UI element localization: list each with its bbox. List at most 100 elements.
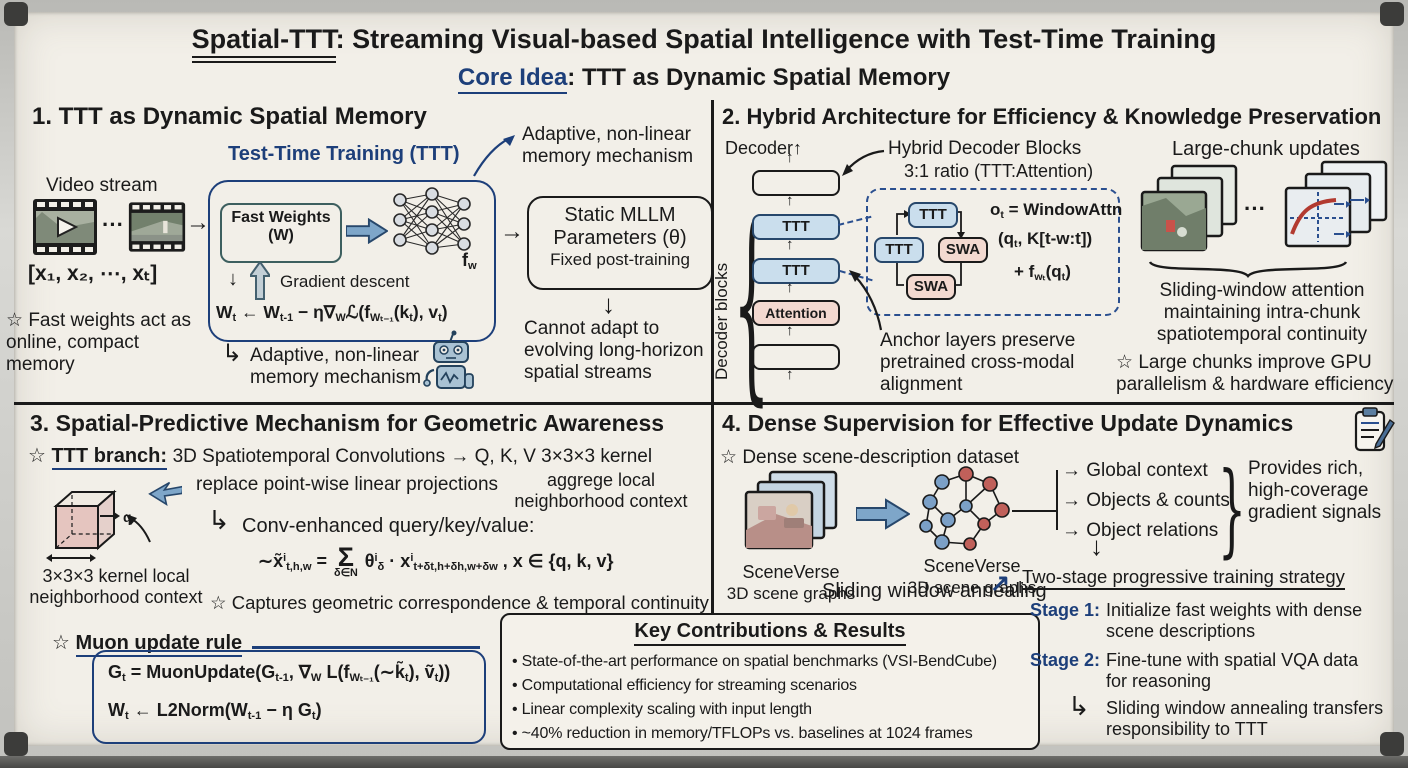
arrow-up-icon: ↑ [786, 279, 794, 296]
arrow-right-icon: → [186, 209, 210, 236]
frame-corner [4, 2, 28, 26]
block-arrow-right-icon [856, 498, 910, 530]
svg-text:q: q [123, 509, 132, 525]
gpu-note: ☆ Large chunks improve GPU parallelism &… [1116, 352, 1394, 395]
fw-label: fw [462, 250, 477, 273]
hook-arrow-icon: ↳ [208, 505, 230, 535]
fast-weights-note: ☆ Fast weights act as online, compact me… [6, 310, 191, 375]
decoder-block-plain [752, 170, 840, 196]
photo-stack-icon [1140, 164, 1238, 252]
muon-formula-1: Gt = MuonUpdate(Gt-1, ∇W L(fWₜ₋₁(∼k̃t), … [108, 662, 451, 685]
film-frame-icon [33, 199, 97, 255]
stage2-text: Fine-tune with spatial VQA data for reas… [1106, 650, 1359, 691]
mini-ttt-box: TTT [874, 237, 924, 263]
muon-box [92, 650, 486, 744]
page-subtitle: Core Idea: TTT as Dynamic Spatial Memory [0, 64, 1408, 94]
window-attn-formula-1: ot = WindowAttn [990, 200, 1123, 221]
film-frame-icon [128, 202, 186, 252]
muon-formula-2: Wt ← L2Norm(Wt-1 − η Gt) [108, 700, 322, 723]
muon-connector-line [252, 646, 480, 649]
arrow-right-icon: → [1062, 520, 1081, 541]
muon-title: ☆ Muon update rule [52, 632, 243, 657]
connector-line [1056, 470, 1058, 530]
fast-weights-box: Fast Weights (W) [220, 203, 342, 263]
horizontal-divider [14, 402, 1394, 405]
contribution-item: • ~40% reduction in memory/TFLOPs vs. ba… [512, 725, 973, 742]
arrow-up-icon: ↑ [786, 149, 794, 166]
arrow-up-icon: ↑ [786, 192, 794, 209]
window-attn-formula-2: (qt, K[t-w:t]) [998, 229, 1093, 250]
ellipsis-icon: ··· [102, 212, 124, 237]
curve-arrow-icon [473, 135, 515, 177]
adaptive-note-bottom: Adaptive, non-linear memory mechanism [250, 345, 422, 388]
output-item: → Global context [1062, 460, 1208, 481]
contribution-item: • Linear complexity scaling with input l… [512, 701, 812, 718]
contributions-title: Key Contributions & Results [634, 620, 906, 646]
hybrid-label-1: Hybrid Decoder Blocks [888, 138, 1082, 159]
sceneverse-label-2: SceneVerse 3D scene graphs [907, 556, 1037, 597]
star-icon: ☆ [720, 447, 738, 468]
chart-stack-icon [1284, 160, 1388, 248]
connector-line [1012, 510, 1058, 512]
ttt-branch-line: ☆ TTT branch: 3D Spatiotemporal Convolut… [28, 445, 652, 470]
frame-corner [1380, 732, 1404, 756]
sceneverse-photos-icon [744, 470, 838, 550]
frame-corner [1380, 2, 1404, 26]
branch-sub2: aggrege local neighborhood context [514, 470, 688, 511]
arrow-up-icon: ↑ [793, 138, 803, 158]
provides-brace: } [1218, 452, 1246, 570]
ttt-label: Test-Time Training (TTT) [228, 143, 460, 165]
core-idea-text: : TTT as Dynamic Spatial Memory [567, 64, 951, 91]
decoder-block-ttt: TTT [752, 214, 840, 240]
underbrace-icon [1148, 261, 1348, 278]
bullet-icon: • [512, 725, 518, 742]
hybrid-label-2: 3:1 ratio (TTT:Attention) [904, 161, 1094, 181]
decoder-block-ttt: TTT [752, 258, 840, 284]
arrow-up-icon: ↑ [786, 236, 794, 253]
ttt-branch-label: TTT branch: [51, 445, 168, 470]
hook-arrow-icon: ↳ [1068, 691, 1090, 721]
arrow-right-icon: → [1062, 490, 1081, 511]
ellipsis-icon: ··· [1244, 196, 1266, 221]
core-idea-label: Core Idea [457, 64, 568, 94]
curve-arrow-icon [849, 270, 883, 331]
sliding-window-note: Sliding-window attention maintaining int… [1156, 280, 1368, 345]
branch-sub1: replace point-wise linear projections [196, 474, 499, 495]
block-arrow-icon [148, 481, 182, 506]
ne-arrow-icon: ↗ [990, 570, 1011, 597]
bullet-icon: • [512, 701, 518, 718]
decoder-blocks-label: Decoder blocks [712, 262, 731, 380]
window-attn-formula-3: + fwₜ(qt) [1014, 262, 1071, 283]
token-sequence: [x₁, x₂, ⋯, xₜ] [28, 262, 158, 285]
captures-note: ☆ Captures geometric correspondence & te… [210, 592, 709, 613]
decoder-block-plain [752, 344, 840, 370]
ttt-box [208, 180, 496, 342]
dataset-note: ☆ Dense scene-description dataset [720, 447, 1020, 468]
title-rest: : Streaming Visual-based Spatial Intelli… [335, 24, 1217, 54]
static-mllm-box: Static MLLM Parameters (θ) Fixed post-tr… [527, 196, 713, 290]
star-icon: ☆ [1116, 352, 1134, 373]
arrow-right-icon: → [1062, 460, 1081, 481]
video-stream-label: Video stream [46, 175, 158, 196]
contributions-box: Key Contributions & Results • State-of-t… [500, 613, 1040, 750]
mini-swa-box: SWA [938, 237, 988, 263]
whiteboard-tray [0, 756, 1408, 768]
mini-swa-box: SWA [906, 274, 956, 300]
arrow-right-icon: → [500, 218, 524, 245]
conv-cube-icon: q [46, 489, 151, 562]
strategy-title: Two-stage progressive training strategy [1022, 566, 1345, 591]
anchor-note: Anchor layers preserve pretrained cross-… [880, 330, 1076, 395]
star-icon: ☆ [210, 592, 227, 613]
annealing-label: Sliding window annealing [822, 580, 1047, 602]
neural-network-icon [393, 187, 471, 255]
clipboard-pencil-icon [1354, 407, 1395, 452]
output-item: → Objects & counts [1062, 490, 1230, 511]
provides-note: Provides rich, high-coverage gradient si… [1248, 458, 1382, 523]
section1-heading: 1. TTT as Dynamic Spatial Memory [32, 103, 427, 130]
title-lead: Spatial-TTT [191, 24, 336, 63]
arrow-down-icon: ↓ [602, 289, 615, 319]
hybrid-detail-box [866, 188, 1120, 316]
cube-label: 3×3×3 kernel local neighborhood context [29, 566, 203, 607]
